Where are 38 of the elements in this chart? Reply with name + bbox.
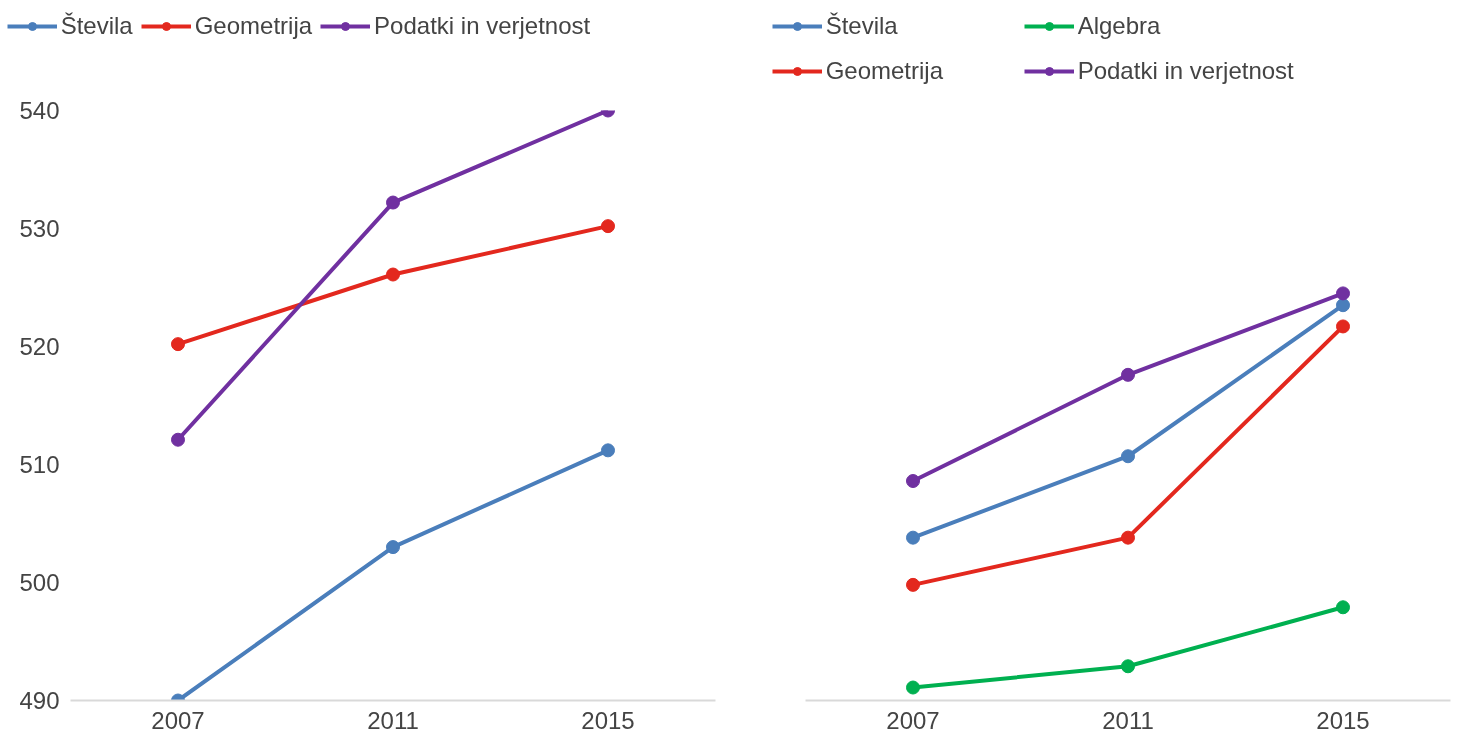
y-tick-label: 530 bbox=[19, 215, 60, 242]
legend-label: Podatki in verjetnost bbox=[374, 12, 591, 40]
legend-label: Geometrija bbox=[194, 12, 313, 40]
point bbox=[1336, 319, 1350, 334]
x-tick-label: 2007 bbox=[151, 706, 205, 734]
point bbox=[386, 195, 400, 210]
x-tick-label: 2011 bbox=[367, 706, 419, 734]
legend-label: Algebra bbox=[1077, 12, 1162, 40]
point bbox=[171, 432, 185, 447]
point bbox=[1336, 286, 1350, 301]
point bbox=[1336, 298, 1350, 313]
point bbox=[601, 219, 615, 234]
x-tick-label: 2007 bbox=[886, 706, 940, 734]
point bbox=[1121, 367, 1135, 382]
x-tick-label: 2011 bbox=[1102, 706, 1154, 734]
legend-label: Geometrija bbox=[825, 57, 945, 85]
legend-label: Števila bbox=[825, 12, 899, 40]
point bbox=[1336, 600, 1350, 615]
point bbox=[1121, 449, 1135, 464]
point bbox=[386, 540, 400, 555]
point bbox=[906, 474, 920, 489]
point bbox=[1121, 530, 1135, 545]
point bbox=[906, 530, 920, 545]
x-tick-label: 2015 bbox=[1316, 706, 1370, 734]
y-tick-label: 490 bbox=[19, 687, 60, 714]
point bbox=[1121, 659, 1135, 674]
x-tick-label: 2015 bbox=[581, 706, 635, 734]
y-tick-label: 510 bbox=[19, 451, 60, 478]
legend-label: Števila bbox=[60, 12, 133, 40]
y-tick-label: 500 bbox=[19, 569, 60, 596]
point bbox=[906, 577, 920, 592]
point bbox=[386, 267, 400, 282]
legend-label: Podatki in verjetnost bbox=[1077, 57, 1294, 85]
point bbox=[171, 337, 185, 352]
point bbox=[601, 443, 615, 458]
point bbox=[906, 680, 920, 695]
y-tick-label: 520 bbox=[19, 333, 60, 360]
y-tick-label: 540 bbox=[19, 97, 60, 124]
